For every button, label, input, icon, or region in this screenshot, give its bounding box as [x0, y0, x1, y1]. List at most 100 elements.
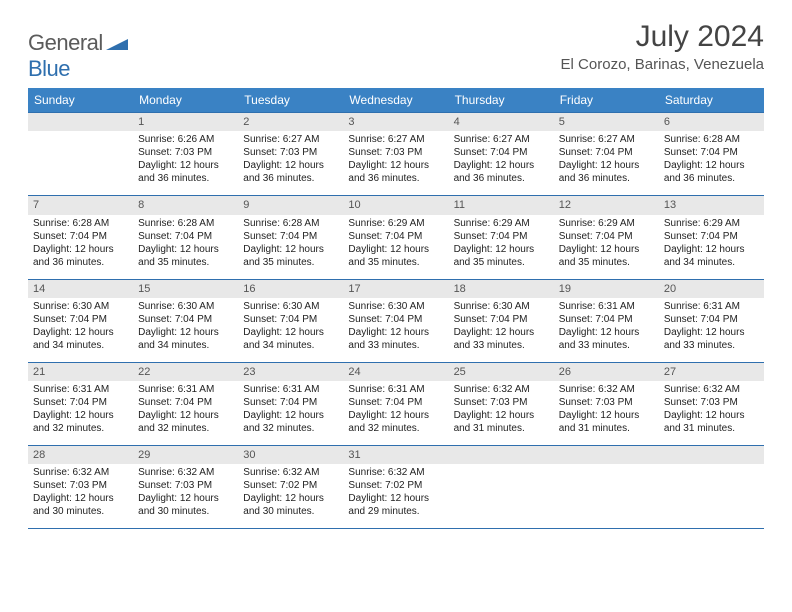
daynum-row: 78910111213 — [28, 196, 764, 215]
day-sunset: Sunset: 7:04 PM — [348, 230, 443, 243]
day-number: 18 — [449, 279, 554, 298]
day-number: 8 — [133, 196, 238, 215]
day-number: 19 — [554, 279, 659, 298]
weekday-header: Sunday — [28, 88, 133, 113]
weekday-header: Friday — [554, 88, 659, 113]
day-day1: Daylight: 12 hours — [243, 159, 338, 172]
day-sunset: Sunset: 7:04 PM — [348, 396, 443, 409]
day-day1: Daylight: 12 hours — [664, 409, 759, 422]
day-number: 29 — [133, 446, 238, 465]
day-number: 12 — [554, 196, 659, 215]
day-number: 10 — [343, 196, 448, 215]
day-sunset: Sunset: 7:04 PM — [559, 313, 654, 326]
day-sunrise: Sunrise: 6:30 AM — [454, 300, 549, 313]
day-sunrise: Sunrise: 6:27 AM — [559, 133, 654, 146]
day-sunrise: Sunrise: 6:28 AM — [33, 217, 128, 230]
day-sunset: Sunset: 7:03 PM — [664, 396, 759, 409]
day-cell: Sunrise: 6:30 AMSunset: 7:04 PMDaylight:… — [28, 298, 133, 363]
day-number: 15 — [133, 279, 238, 298]
day-day1: Daylight: 12 hours — [454, 159, 549, 172]
weekday-header: Thursday — [449, 88, 554, 113]
day-day1: Daylight: 12 hours — [348, 243, 443, 256]
day-number: 30 — [238, 446, 343, 465]
day-cell: Sunrise: 6:31 AMSunset: 7:04 PMDaylight:… — [659, 298, 764, 363]
content-row: Sunrise: 6:32 AMSunset: 7:03 PMDaylight:… — [28, 464, 764, 529]
day-sunrise: Sunrise: 6:29 AM — [454, 217, 549, 230]
day-cell: Sunrise: 6:29 AMSunset: 7:04 PMDaylight:… — [449, 215, 554, 280]
day-sunset: Sunset: 7:04 PM — [454, 313, 549, 326]
day-sunrise: Sunrise: 6:32 AM — [243, 466, 338, 479]
day-number: 21 — [28, 362, 133, 381]
day-number: 22 — [133, 362, 238, 381]
weekday-header-row: Sunday Monday Tuesday Wednesday Thursday… — [28, 88, 764, 113]
day-day1: Daylight: 12 hours — [348, 409, 443, 422]
day-day2: and 34 minutes. — [33, 339, 128, 352]
day-sunset: Sunset: 7:04 PM — [664, 313, 759, 326]
day-cell — [449, 464, 554, 529]
day-day2: and 29 minutes. — [348, 505, 443, 518]
day-number: 13 — [659, 196, 764, 215]
day-sunrise: Sunrise: 6:29 AM — [348, 217, 443, 230]
calendar-table: Sunday Monday Tuesday Wednesday Thursday… — [28, 88, 764, 529]
day-day1: Daylight: 12 hours — [454, 409, 549, 422]
day-day1: Daylight: 12 hours — [33, 492, 128, 505]
day-cell: Sunrise: 6:30 AMSunset: 7:04 PMDaylight:… — [133, 298, 238, 363]
day-day2: and 30 minutes. — [138, 505, 233, 518]
day-day2: and 36 minutes. — [33, 256, 128, 269]
day-day2: and 33 minutes. — [348, 339, 443, 352]
day-day2: and 35 minutes. — [243, 256, 338, 269]
day-day1: Daylight: 12 hours — [138, 159, 233, 172]
day-sunset: Sunset: 7:03 PM — [454, 396, 549, 409]
content-row: Sunrise: 6:28 AMSunset: 7:04 PMDaylight:… — [28, 215, 764, 280]
page-title: July 2024 — [561, 20, 764, 54]
day-cell: Sunrise: 6:29 AMSunset: 7:04 PMDaylight:… — [659, 215, 764, 280]
day-number: 28 — [28, 446, 133, 465]
daynum-row: 123456 — [28, 113, 764, 132]
day-sunset: Sunset: 7:04 PM — [243, 396, 338, 409]
day-cell — [554, 464, 659, 529]
day-sunrise: Sunrise: 6:30 AM — [348, 300, 443, 313]
day-day2: and 31 minutes. — [559, 422, 654, 435]
day-number: 25 — [449, 362, 554, 381]
day-number: 20 — [659, 279, 764, 298]
day-cell: Sunrise: 6:31 AMSunset: 7:04 PMDaylight:… — [28, 381, 133, 446]
day-day1: Daylight: 12 hours — [138, 492, 233, 505]
day-sunset: Sunset: 7:03 PM — [138, 146, 233, 159]
day-day1: Daylight: 12 hours — [33, 409, 128, 422]
location-text: El Corozo, Barinas, Venezuela — [561, 56, 764, 73]
logo-blue: Blue — [28, 56, 70, 81]
day-day2: and 31 minutes. — [454, 422, 549, 435]
day-sunset: Sunset: 7:04 PM — [664, 146, 759, 159]
day-sunset: Sunset: 7:04 PM — [33, 396, 128, 409]
day-cell: Sunrise: 6:27 AMSunset: 7:04 PMDaylight:… — [554, 131, 659, 196]
day-cell: Sunrise: 6:31 AMSunset: 7:04 PMDaylight:… — [343, 381, 448, 446]
daynum-row: 14151617181920 — [28, 279, 764, 298]
day-number: 26 — [554, 362, 659, 381]
day-number: 23 — [238, 362, 343, 381]
day-cell: Sunrise: 6:28 AMSunset: 7:04 PMDaylight:… — [659, 131, 764, 196]
day-number: 1 — [133, 113, 238, 132]
day-number: 31 — [343, 446, 448, 465]
day-sunset: Sunset: 7:04 PM — [138, 230, 233, 243]
day-cell: Sunrise: 6:27 AMSunset: 7:04 PMDaylight:… — [449, 131, 554, 196]
day-cell: Sunrise: 6:27 AMSunset: 7:03 PMDaylight:… — [343, 131, 448, 196]
day-day2: and 35 minutes. — [348, 256, 443, 269]
day-day1: Daylight: 12 hours — [243, 492, 338, 505]
day-cell: Sunrise: 6:30 AMSunset: 7:04 PMDaylight:… — [449, 298, 554, 363]
day-sunset: Sunset: 7:02 PM — [243, 479, 338, 492]
day-sunrise: Sunrise: 6:31 AM — [559, 300, 654, 313]
weekday-header: Tuesday — [238, 88, 343, 113]
day-number: 16 — [238, 279, 343, 298]
header: General Blue July 2024 El Corozo, Barina… — [28, 20, 764, 82]
day-number: 11 — [449, 196, 554, 215]
day-day1: Daylight: 12 hours — [243, 409, 338, 422]
day-sunrise: Sunrise: 6:32 AM — [348, 466, 443, 479]
day-number: 7 — [28, 196, 133, 215]
day-sunrise: Sunrise: 6:30 AM — [33, 300, 128, 313]
day-sunrise: Sunrise: 6:27 AM — [454, 133, 549, 146]
day-sunrise: Sunrise: 6:28 AM — [138, 217, 233, 230]
day-day2: and 34 minutes. — [138, 339, 233, 352]
content-row: Sunrise: 6:31 AMSunset: 7:04 PMDaylight:… — [28, 381, 764, 446]
day-cell: Sunrise: 6:32 AMSunset: 7:03 PMDaylight:… — [449, 381, 554, 446]
daynum-row: 28293031 — [28, 446, 764, 465]
